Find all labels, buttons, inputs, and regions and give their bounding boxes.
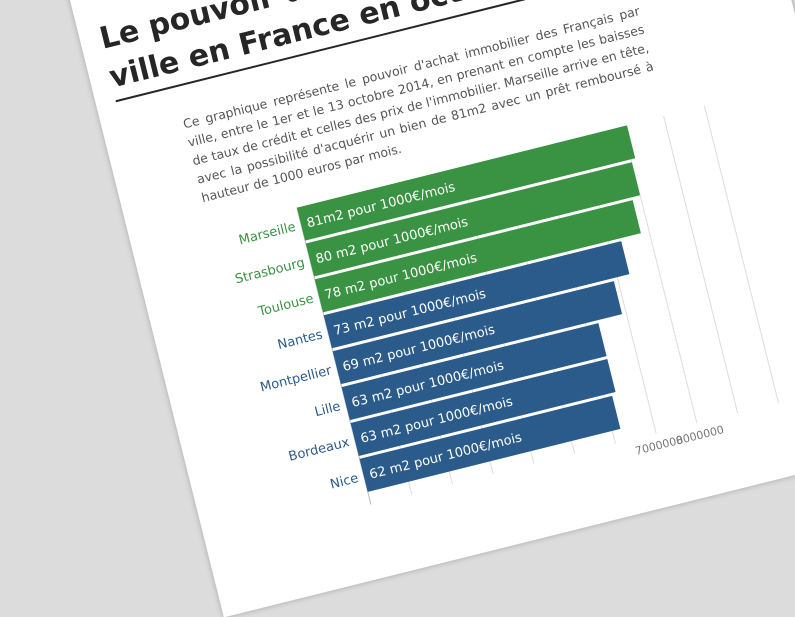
category-label: Bordeaux: [287, 435, 351, 465]
category-label: Montpellier: [259, 363, 334, 395]
bar-marseille: [296, 125, 636, 241]
grid-line: [655, 86, 739, 414]
x-tick-label: 8000000: [675, 423, 726, 447]
bar-bordeaux: [350, 358, 616, 456]
category-label: Nantes: [276, 327, 324, 353]
bar-nice: [359, 395, 621, 492]
category-label: Nice: [329, 471, 360, 492]
bar-toulouse: [314, 200, 641, 313]
bar-strasbourg: [305, 162, 641, 277]
category-label: Toulouse: [256, 292, 315, 320]
grid-line: [696, 79, 779, 404]
bar-lille: [341, 323, 607, 421]
category-label: Strasbourg: [234, 256, 307, 288]
bar-nantes: [323, 241, 630, 349]
category-label: Marseille: [237, 220, 297, 249]
chart-page: Le pouvoir d'achat immobilier par ville …: [40, 0, 795, 617]
category-label: Lille: [313, 399, 342, 420]
bar-montpellier: [332, 281, 623, 385]
